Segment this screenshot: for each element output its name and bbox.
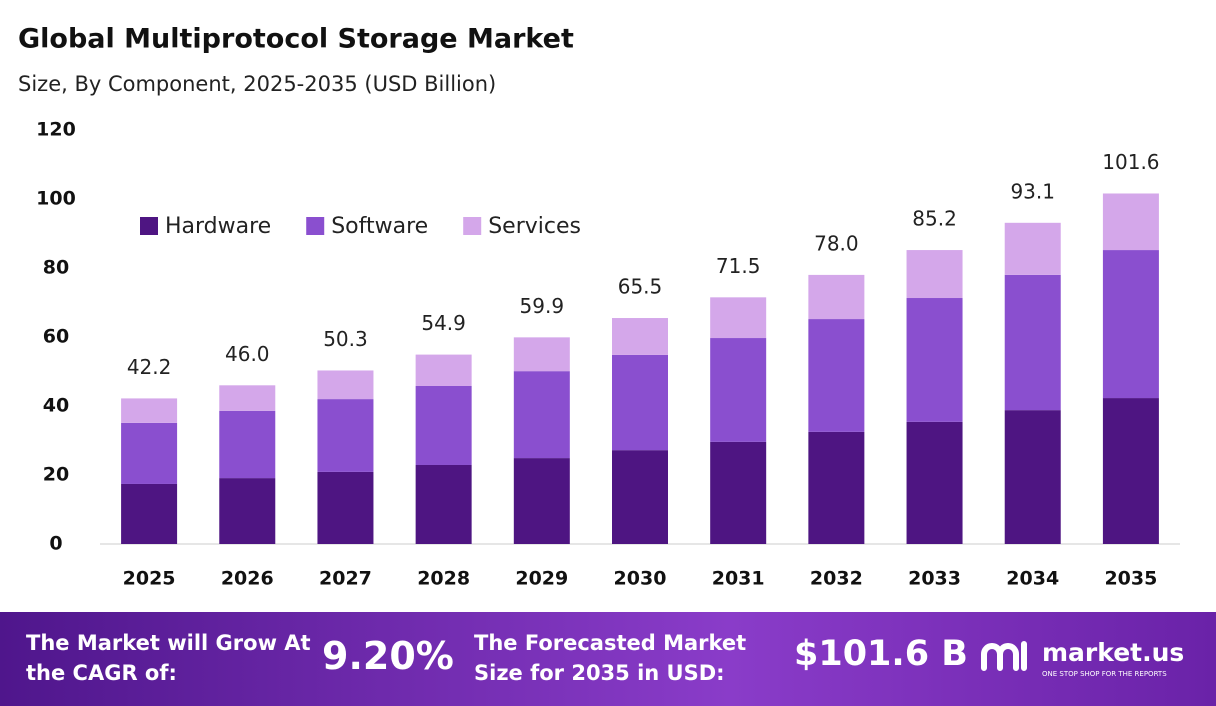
- bar-segment: [612, 318, 668, 355]
- total-label: 101.6: [1102, 150, 1159, 174]
- footer: The Market will Grow At the CAGR of: 9.2…: [0, 612, 1216, 706]
- x-tick-label: 2025: [123, 568, 176, 590]
- bar-segment: [906, 298, 963, 422]
- tagline: ONE STOP SHOP FOR THE REPORTS: [1042, 670, 1167, 678]
- bar-segment: [1004, 274, 1061, 411]
- bar-segment: [121, 422, 178, 484]
- x-tick-label: 2030: [614, 568, 667, 590]
- bar-segment: [808, 319, 865, 432]
- bar-segment: [1004, 410, 1061, 544]
- total-label: 65.5: [618, 275, 663, 299]
- bar-segment: [612, 354, 668, 451]
- bar-segment: [1004, 222, 1061, 275]
- y-tick-label: 0: [49, 533, 62, 555]
- cagr-value: 9.20%: [322, 634, 454, 678]
- total-label: 59.9: [520, 294, 565, 318]
- bar-segment: [219, 478, 276, 544]
- legend-label: Software: [331, 214, 428, 239]
- chart-title: Global Multiprotocol Storage Market: [18, 24, 574, 55]
- y-tick-label: 100: [36, 188, 76, 210]
- bar-segment: [513, 371, 570, 459]
- x-tick-label: 2031: [712, 568, 765, 590]
- x-tick-label: 2035: [1104, 568, 1157, 590]
- bar-segment: [415, 464, 472, 544]
- bar-segment: [415, 385, 472, 465]
- bar-segment: [219, 410, 276, 479]
- legend-label: Services: [488, 214, 581, 239]
- total-label: 85.2: [912, 207, 957, 231]
- bar-segment: [1102, 250, 1159, 399]
- bar-segment: [121, 398, 178, 423]
- forecast-value: $101.6 B: [794, 634, 968, 674]
- bar-segment: [808, 274, 865, 320]
- x-tick-label: 2033: [908, 568, 961, 590]
- bar-segment: [415, 354, 472, 386]
- legend-label: Hardware: [165, 214, 271, 239]
- total-label: 93.1: [1010, 179, 1055, 203]
- bar-segment: [219, 385, 276, 411]
- logo-icon: [981, 641, 1027, 671]
- chart: Global Multiprotocol Storage Market Size…: [18, 24, 1180, 590]
- total-label: 78.0: [814, 231, 859, 255]
- bar-segment: [317, 370, 374, 400]
- x-tick-label: 2034: [1006, 568, 1059, 590]
- total-label: 42.2: [127, 355, 172, 379]
- y-tick-label: 20: [43, 464, 69, 486]
- bar-segment: [317, 399, 374, 472]
- x-tick-label: 2028: [417, 568, 470, 590]
- legend-swatch: [140, 217, 158, 235]
- bar-segment: [906, 421, 963, 544]
- bar-segment: [612, 450, 668, 544]
- bar-segment: [710, 297, 767, 339]
- total-label: 71.5: [716, 254, 761, 278]
- x-tick-label: 2029: [515, 568, 568, 590]
- chart-subtitle: Size, By Component, 2025-2035 (USD Billi…: [18, 72, 496, 96]
- legend-swatch: [463, 217, 482, 235]
- bar-segment: [808, 431, 865, 544]
- bar-segment: [121, 483, 178, 544]
- bar-segment: [1102, 398, 1159, 544]
- bar-segment: [317, 471, 374, 544]
- bar-segment: [906, 250, 963, 299]
- x-tick-label: 2032: [810, 568, 863, 590]
- bar-segment: [710, 441, 767, 544]
- x-tick-label: 2026: [221, 568, 274, 590]
- bar-segment: [513, 458, 570, 544]
- y-tick-label: 80: [43, 257, 69, 279]
- forecast-text: The Forecasted Market Size for 2035 in U…: [474, 631, 747, 685]
- brand: market.us: [1042, 638, 1185, 667]
- y-tick-label: 40: [43, 395, 69, 417]
- bar-segment: [1102, 193, 1159, 251]
- x-tick-label: 2027: [319, 568, 372, 590]
- total-label: 50.3: [323, 327, 368, 351]
- total-label: 46.0: [225, 342, 270, 366]
- legend-swatch: [306, 217, 325, 235]
- y-tick-label: 120: [36, 119, 76, 141]
- total-label: 54.9: [421, 311, 466, 335]
- y-tick-label: 60: [43, 326, 69, 348]
- bar-segment: [513, 337, 570, 372]
- bar-segment: [710, 338, 767, 442]
- cagr-text: The Market will Grow At the CAGR of:: [26, 631, 311, 685]
